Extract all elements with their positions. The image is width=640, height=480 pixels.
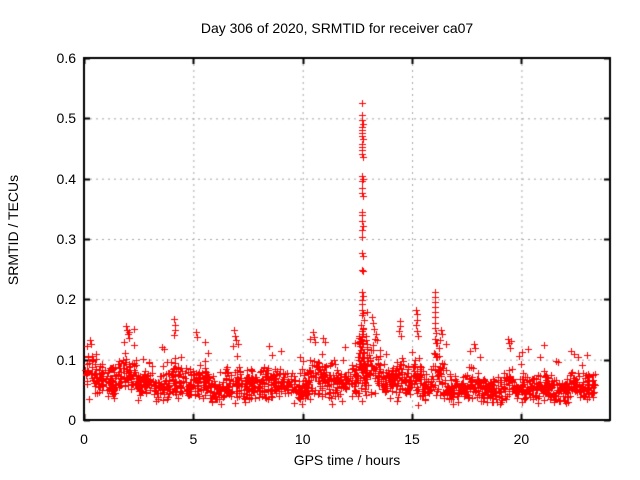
y-tick-label: 0.1 — [56, 351, 76, 368]
y-tick-label: 0.4 — [56, 170, 76, 187]
x-tick-label: 0 — [80, 431, 88, 447]
x-tick-label: 20 — [513, 431, 530, 447]
y-tick-label: 0.6 — [56, 50, 76, 66]
x-tick-label: 10 — [294, 431, 311, 447]
x-axis-label: GPS time / hours — [293, 452, 401, 468]
chart-title: Day 306 of 2020, SRMTID for receiver ca0… — [200, 20, 474, 36]
x-tick-label: 15 — [404, 431, 420, 447]
y-tick-label: 0.3 — [56, 231, 76, 247]
y-tick-label: 0.5 — [56, 110, 76, 127]
x-tick-label: 5 — [189, 431, 198, 447]
y-tick-label: 0.2 — [56, 291, 76, 308]
y-tick-label: 0 — [68, 412, 76, 428]
